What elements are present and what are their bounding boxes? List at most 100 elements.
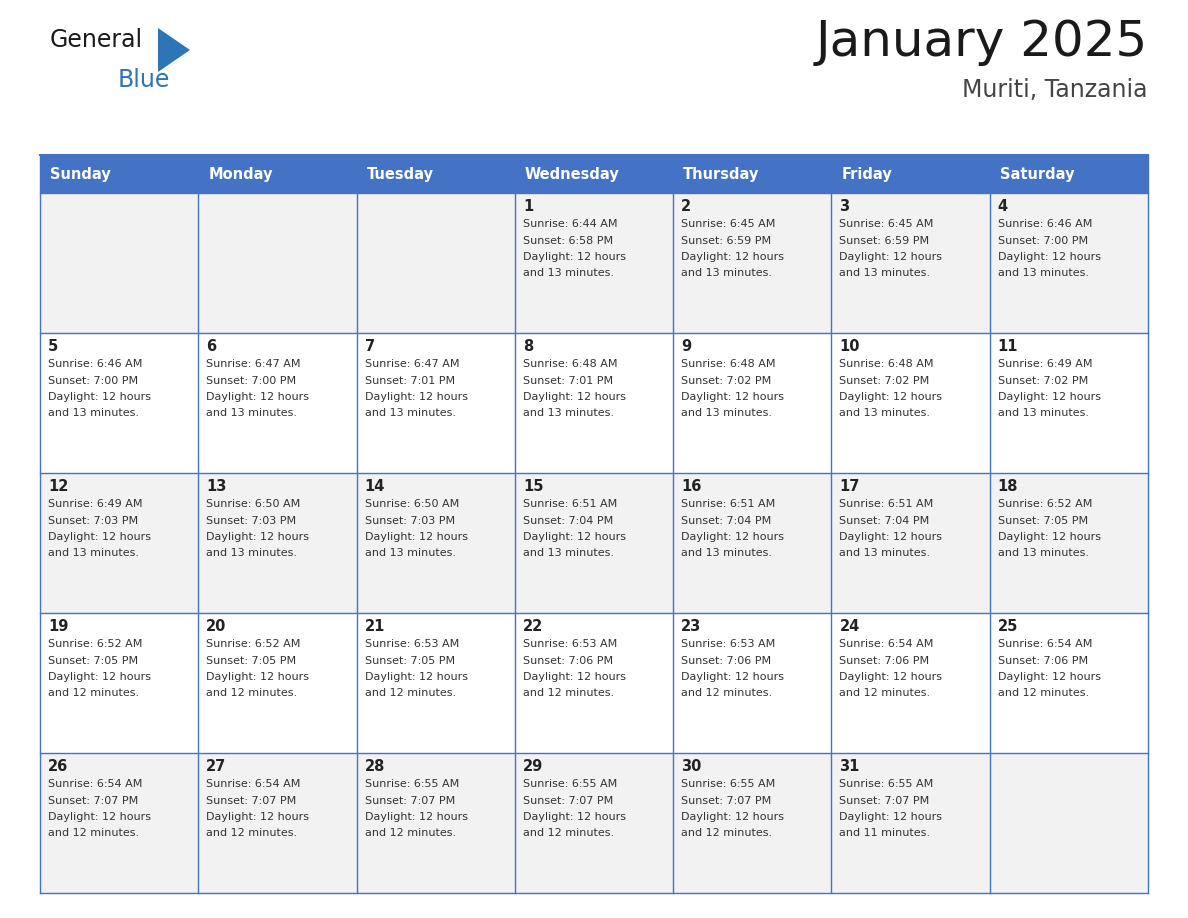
Text: Daylight: 12 hours: Daylight: 12 hours [48, 392, 151, 402]
Text: 23: 23 [681, 619, 701, 634]
Text: Daylight: 12 hours: Daylight: 12 hours [681, 392, 784, 402]
Text: and 12 minutes.: and 12 minutes. [365, 829, 456, 838]
Text: Daylight: 12 hours: Daylight: 12 hours [207, 812, 309, 822]
Text: 30: 30 [681, 759, 702, 774]
Text: and 13 minutes.: and 13 minutes. [48, 548, 139, 558]
Text: Sunset: 7:03 PM: Sunset: 7:03 PM [207, 516, 297, 525]
Text: Sunrise: 6:54 AM: Sunrise: 6:54 AM [840, 639, 934, 649]
Bar [832, 753, 990, 893]
Bar [990, 193, 1148, 333]
Text: 14: 14 [365, 479, 385, 494]
Text: Sunset: 7:06 PM: Sunset: 7:06 PM [998, 655, 1088, 666]
Bar [356, 613, 514, 753]
Text: Daylight: 12 hours: Daylight: 12 hours [48, 672, 151, 682]
Text: Sunset: 7:00 PM: Sunset: 7:00 PM [48, 375, 138, 386]
Bar [40, 193, 198, 333]
Text: 28: 28 [365, 759, 385, 774]
Text: and 13 minutes.: and 13 minutes. [998, 268, 1088, 278]
Text: Sunset: 7:01 PM: Sunset: 7:01 PM [523, 375, 613, 386]
Bar [198, 333, 356, 473]
Text: Sunset: 7:07 PM: Sunset: 7:07 PM [840, 796, 930, 805]
Text: Sunrise: 6:50 AM: Sunrise: 6:50 AM [365, 499, 459, 509]
Text: 4: 4 [998, 199, 1007, 214]
Text: Daylight: 12 hours: Daylight: 12 hours [48, 812, 151, 822]
Text: Daylight: 12 hours: Daylight: 12 hours [840, 252, 942, 262]
Text: Sunset: 7:07 PM: Sunset: 7:07 PM [681, 796, 771, 805]
Bar [40, 473, 198, 613]
Text: 2: 2 [681, 199, 691, 214]
Bar [674, 333, 832, 473]
Text: Daylight: 12 hours: Daylight: 12 hours [840, 672, 942, 682]
Text: Sunrise: 6:45 AM: Sunrise: 6:45 AM [840, 219, 934, 229]
Text: Sunrise: 6:50 AM: Sunrise: 6:50 AM [207, 499, 301, 509]
Text: Daylight: 12 hours: Daylight: 12 hours [681, 532, 784, 542]
Text: Sunset: 6:58 PM: Sunset: 6:58 PM [523, 236, 613, 245]
Bar [674, 753, 832, 893]
Bar [40, 613, 198, 753]
Text: Sunrise: 6:52 AM: Sunrise: 6:52 AM [48, 639, 143, 649]
Text: and 12 minutes.: and 12 minutes. [365, 688, 456, 699]
Text: 9: 9 [681, 339, 691, 354]
Bar [674, 473, 832, 613]
Text: and 12 minutes.: and 12 minutes. [840, 688, 930, 699]
Text: and 13 minutes.: and 13 minutes. [840, 268, 930, 278]
Text: Daylight: 12 hours: Daylight: 12 hours [998, 532, 1101, 542]
Bar [990, 473, 1148, 613]
Text: Daylight: 12 hours: Daylight: 12 hours [840, 532, 942, 542]
Text: Daylight: 12 hours: Daylight: 12 hours [365, 392, 468, 402]
Bar [198, 155, 356, 193]
Text: Sunset: 7:03 PM: Sunset: 7:03 PM [48, 516, 138, 525]
Text: Sunset: 7:06 PM: Sunset: 7:06 PM [523, 655, 613, 666]
Text: Sunrise: 6:49 AM: Sunrise: 6:49 AM [48, 499, 143, 509]
Text: Sunrise: 6:48 AM: Sunrise: 6:48 AM [840, 359, 934, 369]
Text: Blue: Blue [118, 68, 170, 92]
Text: Sunrise: 6:48 AM: Sunrise: 6:48 AM [523, 359, 618, 369]
Bar [198, 193, 356, 333]
Bar [674, 155, 832, 193]
Text: 27: 27 [207, 759, 227, 774]
Bar [356, 155, 514, 193]
Bar [514, 193, 674, 333]
Text: Sunset: 7:04 PM: Sunset: 7:04 PM [523, 516, 613, 525]
Text: Daylight: 12 hours: Daylight: 12 hours [998, 672, 1101, 682]
Text: 19: 19 [48, 619, 69, 634]
Text: 7: 7 [365, 339, 374, 354]
Text: Sunset: 7:01 PM: Sunset: 7:01 PM [365, 375, 455, 386]
Text: Sunrise: 6:44 AM: Sunrise: 6:44 AM [523, 219, 618, 229]
Text: 13: 13 [207, 479, 227, 494]
Text: Daylight: 12 hours: Daylight: 12 hours [207, 392, 309, 402]
Text: 18: 18 [998, 479, 1018, 494]
Text: Daylight: 12 hours: Daylight: 12 hours [365, 812, 468, 822]
Text: and 13 minutes.: and 13 minutes. [523, 548, 614, 558]
Text: Saturday: Saturday [1000, 166, 1074, 182]
Bar [40, 155, 198, 193]
Text: Daylight: 12 hours: Daylight: 12 hours [840, 392, 942, 402]
Text: and 13 minutes.: and 13 minutes. [365, 409, 455, 419]
Bar [832, 613, 990, 753]
Text: Sunset: 7:06 PM: Sunset: 7:06 PM [681, 655, 771, 666]
Bar [674, 613, 832, 753]
Text: 11: 11 [998, 339, 1018, 354]
Text: Sunset: 6:59 PM: Sunset: 6:59 PM [681, 236, 771, 245]
Text: Sunset: 7:07 PM: Sunset: 7:07 PM [48, 796, 138, 805]
Text: Sunrise: 6:53 AM: Sunrise: 6:53 AM [365, 639, 459, 649]
Text: Daylight: 12 hours: Daylight: 12 hours [998, 252, 1101, 262]
Text: 12: 12 [48, 479, 69, 494]
Text: Sunrise: 6:49 AM: Sunrise: 6:49 AM [998, 359, 1092, 369]
Text: Daylight: 12 hours: Daylight: 12 hours [840, 812, 942, 822]
Text: 22: 22 [523, 619, 543, 634]
Text: 29: 29 [523, 759, 543, 774]
Text: 24: 24 [840, 619, 860, 634]
Text: Sunrise: 6:52 AM: Sunrise: 6:52 AM [207, 639, 301, 649]
Text: Sunrise: 6:48 AM: Sunrise: 6:48 AM [681, 359, 776, 369]
Text: Sunrise: 6:53 AM: Sunrise: 6:53 AM [681, 639, 776, 649]
Text: Daylight: 12 hours: Daylight: 12 hours [523, 252, 626, 262]
Text: Daylight: 12 hours: Daylight: 12 hours [365, 672, 468, 682]
Text: and 12 minutes.: and 12 minutes. [207, 688, 297, 699]
Text: Daylight: 12 hours: Daylight: 12 hours [523, 532, 626, 542]
Text: Sunset: 7:04 PM: Sunset: 7:04 PM [840, 516, 930, 525]
Text: and 12 minutes.: and 12 minutes. [207, 829, 297, 838]
Text: and 12 minutes.: and 12 minutes. [681, 688, 772, 699]
Bar [832, 333, 990, 473]
Bar [514, 155, 674, 193]
